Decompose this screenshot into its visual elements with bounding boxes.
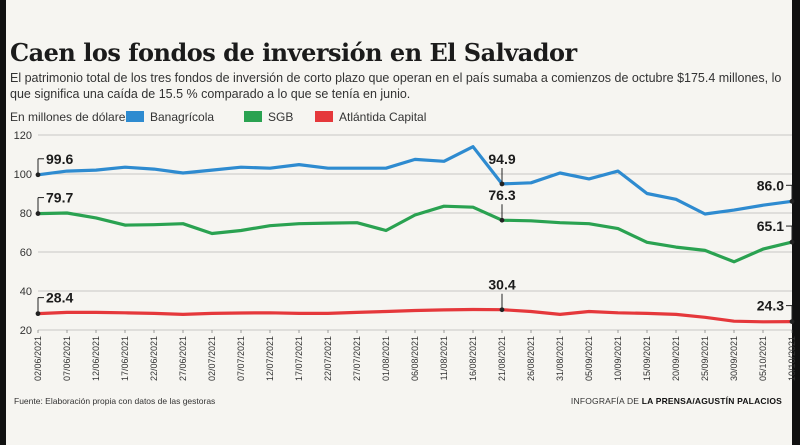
data-label: 79.7 — [46, 190, 73, 206]
series-line-2 — [36, 307, 794, 324]
series-1-point-marker — [499, 217, 505, 223]
series-1-point-marker — [789, 239, 795, 245]
y-tick-label: 120 — [14, 130, 32, 142]
x-tick-label: 07/06/2021 — [62, 336, 72, 381]
x-tick-label: 22/07/2021 — [323, 336, 333, 381]
legend-item-banagricola: Banagrícola — [126, 110, 214, 124]
chart-subtitle: El patrimonio total de los tres fondos d… — [10, 71, 782, 101]
data-label: 24.3 — [757, 298, 784, 314]
x-tick-label: 17/07/2021 — [294, 336, 304, 381]
y-tick-label: 100 — [14, 169, 32, 181]
x-tick-label: 05/09/2021 — [584, 336, 594, 381]
source-note: Fuente: Elaboración propia con datos de … — [14, 396, 216, 406]
x-tick-label: 21/08/2021 — [497, 336, 507, 381]
x-tick-label: 20/09/2021 — [671, 336, 681, 381]
legend-label-atlantida: Atlántida Capital — [339, 110, 427, 124]
x-tick-label: 02/06/2021 — [33, 336, 43, 381]
series-line-1 — [36, 204, 794, 264]
x-tick-label: 22/06/2021 — [149, 336, 159, 381]
series-0-point-marker — [789, 198, 795, 204]
legend-label-sgb: SGB — [268, 110, 294, 124]
y-tick-label: 40 — [20, 286, 32, 298]
series-2-point-marker — [35, 311, 41, 317]
credit-name: LA PRENSA/AGUSTÍN PALACIOS — [641, 396, 782, 406]
series-0-point-marker — [499, 181, 505, 187]
x-tick-label: 26/08/2021 — [526, 336, 536, 381]
data-label: 30.4 — [488, 277, 515, 293]
x-tick-label: 01/08/2021 — [381, 336, 391, 381]
y-tick-label: 60 — [20, 247, 32, 259]
x-tick-label: 31/08/2021 — [555, 336, 565, 381]
data-label: 94.9 — [488, 151, 515, 167]
units-label: En millones de dólares — [10, 110, 132, 124]
credit-note: INFOGRAFÍA DE LA PRENSA/AGUSTÍN PALACIOS — [571, 396, 782, 406]
x-tick-label: 15/09/2021 — [642, 336, 652, 381]
legend-label-banagricola: Banagrícola — [150, 110, 215, 124]
x-tick-label: 30/09/2021 — [729, 336, 739, 381]
y-tick-label: 80 — [20, 208, 32, 220]
x-tick-label: 06/08/2021 — [410, 336, 420, 381]
data-label: 28.4 — [46, 290, 73, 306]
x-tick-label: 12/07/2021 — [265, 336, 275, 381]
x-tick-label: 02/07/2021 — [207, 336, 217, 381]
y-tick-label: 20 — [20, 325, 32, 337]
x-tick-label: 16/08/2021 — [468, 336, 478, 381]
x-tick-label: 17/06/2021 — [120, 336, 130, 381]
line-chart: 20 40 60 80 100 120 02/06/2021 07/06/2021 12/06/… — [14, 130, 797, 381]
series-line-0 — [36, 145, 794, 216]
x-tick-label: 27/06/2021 — [178, 336, 188, 381]
data-label: 99.6 — [46, 151, 73, 167]
legend-swatch-sgb — [244, 111, 262, 122]
x-tick-label: 07/07/2021 — [236, 336, 246, 381]
series-0-point-marker — [35, 172, 41, 178]
x-tick-label: 10/09/2021 — [613, 336, 623, 381]
legend-item-atlantida: Atlántida Capital — [315, 110, 426, 124]
series-1-point-marker — [35, 211, 41, 216]
x-tick-label: 11/08/2021 — [439, 336, 449, 380]
series-2-point-marker — [789, 319, 795, 325]
legend-swatch-banagricola — [126, 111, 144, 122]
series-2-point-marker — [499, 307, 505, 313]
x-tick-label: 10/10/2021 — [787, 336, 797, 381]
x-tick-label: 27/07/2021 — [352, 336, 362, 381]
legend-swatch-atlantida — [315, 111, 333, 122]
x-tick-label: 25/09/2021 — [700, 336, 710, 381]
left-border — [0, 0, 6, 445]
credit-prefix: INFOGRAFÍA DE — [570, 396, 642, 406]
data-label: 65.1 — [757, 218, 784, 234]
right-border — [792, 0, 800, 445]
x-tick-label: 12/06/2021 — [91, 336, 101, 381]
legend-item-sgb: SGB — [244, 110, 293, 124]
x-tick-label: 05/10/2021 — [758, 336, 768, 381]
data-label: 76.3 — [488, 187, 515, 203]
data-label: 86.0 — [757, 177, 784, 193]
chart-title: Caen los fondos de inversión en El Salva… — [10, 38, 577, 67]
